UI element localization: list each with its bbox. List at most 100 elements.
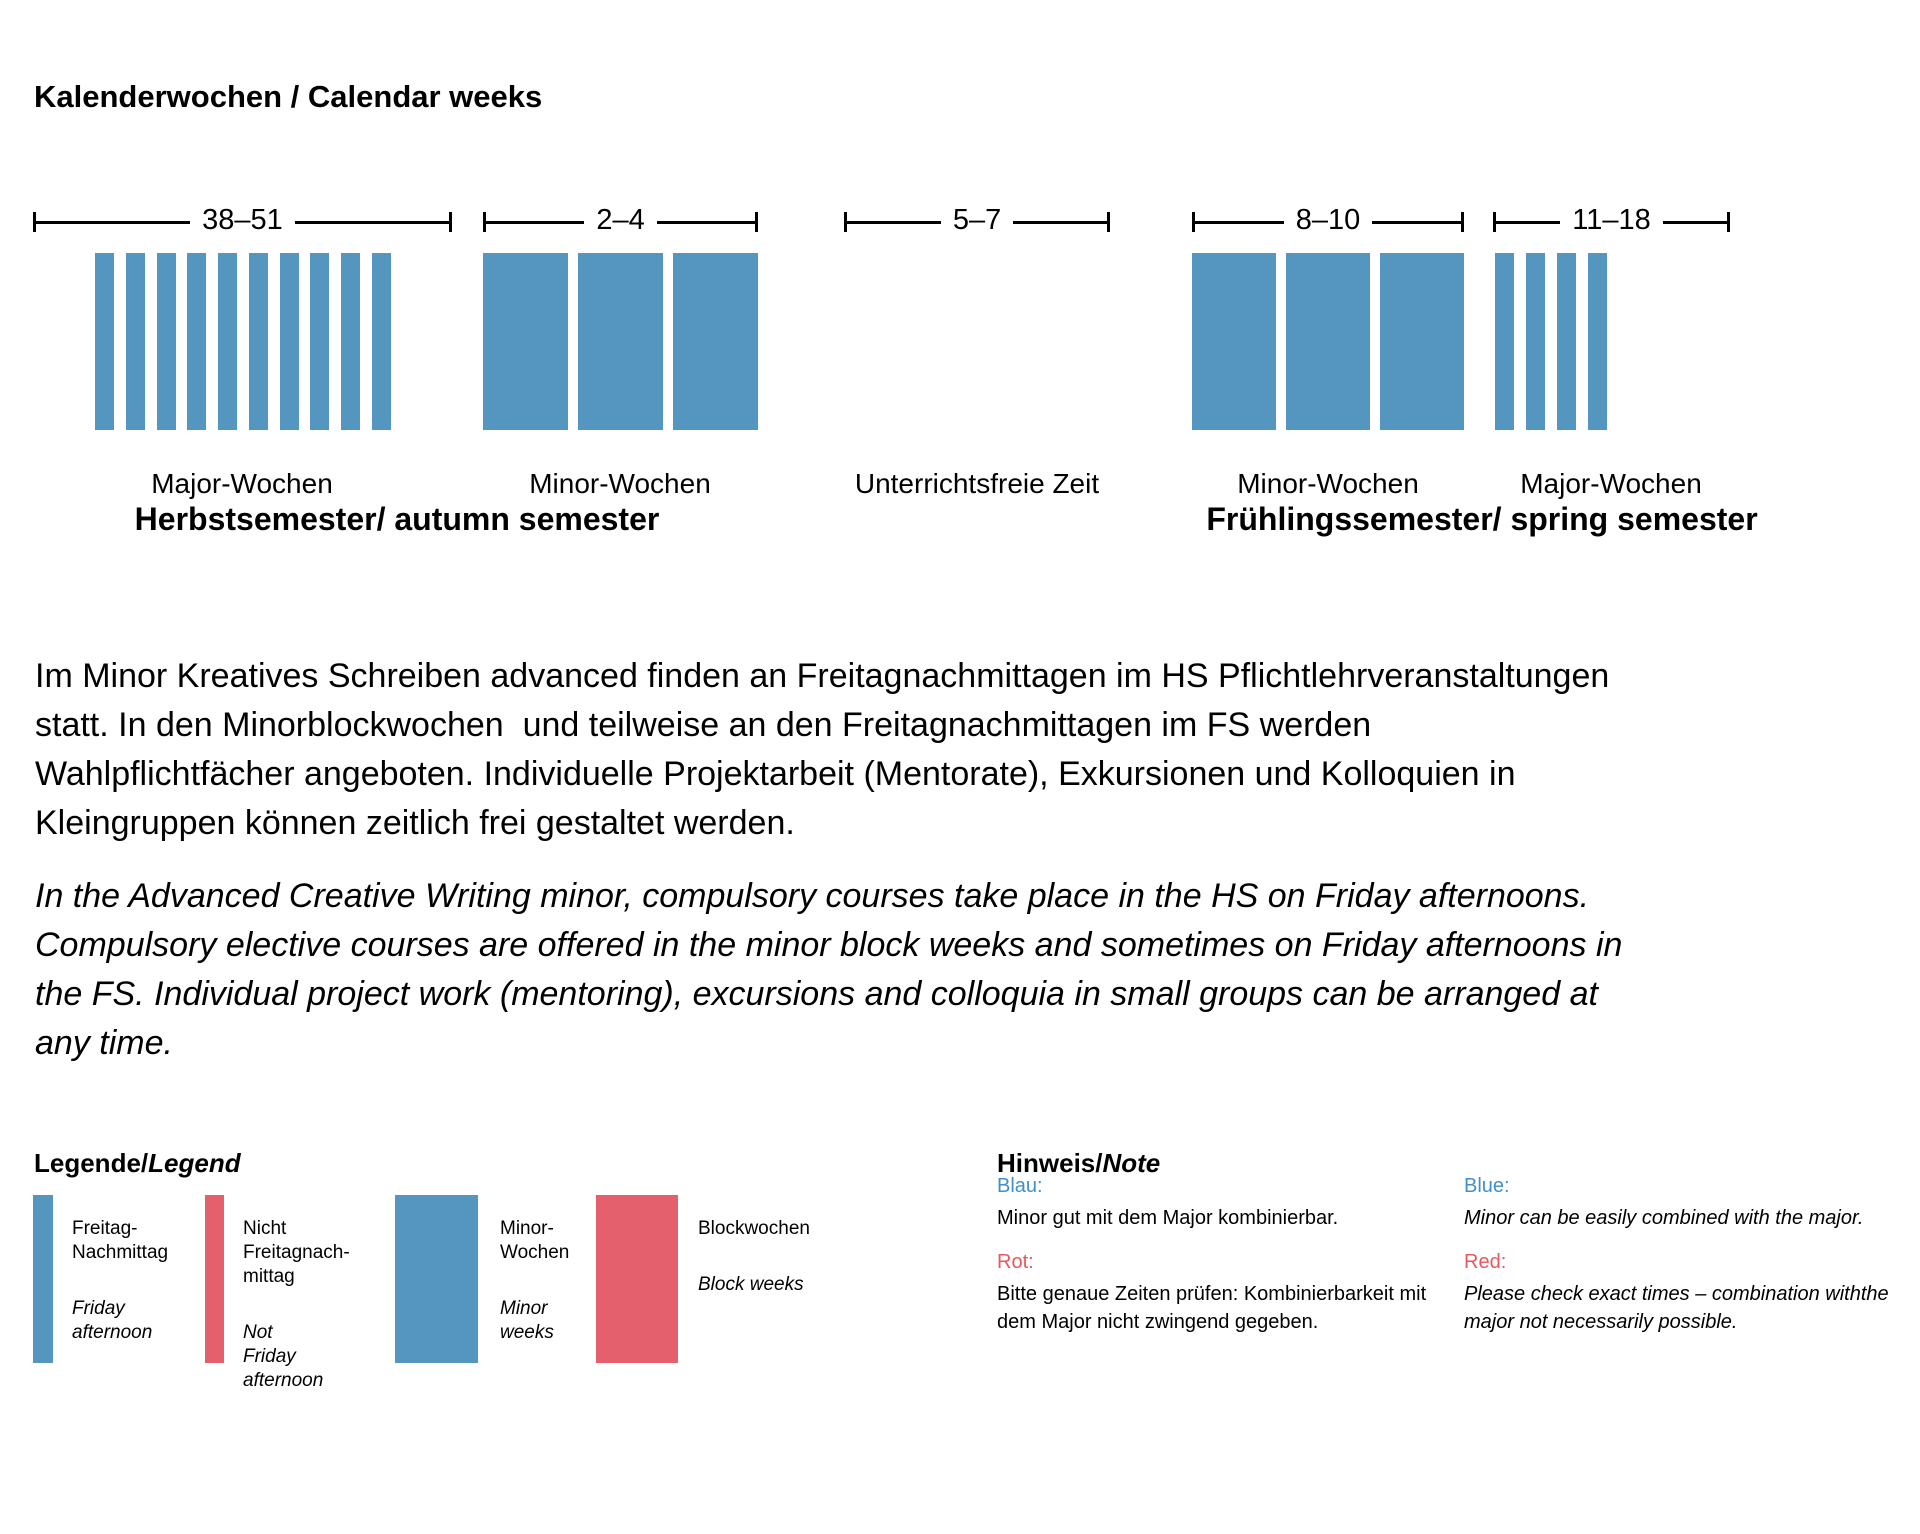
week-bar [310,253,330,430]
group-label-minor-autumn: Minor-Wochen [529,468,711,499]
legend-item-label-en: Not Friday afternoon [243,1322,324,1391]
week-bar [1557,253,1576,430]
bracket-tick-right [1461,212,1465,232]
note-column-german: Blau: Minor gut mit dem Major kombinierb… [997,1174,1457,1354]
bracket-line [1372,220,1462,224]
week-range-label: 38–51 [202,204,283,236]
legend-swatch-minor-weeks [395,1195,478,1363]
week-bar [673,253,758,430]
legend-item-label-de: Freitag- Nachmittag [72,1218,169,1263]
week-bar [1286,253,1370,430]
note-heading: Hinweis/Note [997,1148,1160,1179]
bracket-tick-left [483,212,486,232]
bracket-tick-right [1727,212,1730,232]
week-bar [1380,253,1464,430]
week-bar [218,253,238,430]
range-bracket: 2–4 [483,204,759,237]
week-bar [578,253,663,430]
week-bar [248,253,268,430]
group-label-minor-spring: Minor-Wochen [1237,468,1419,499]
note-heading-german: Hinweis/ [997,1148,1103,1178]
bracket-tick-right [449,212,452,232]
bracket-tick-right [755,212,759,232]
note-red-text-de: Bitte genaue Zeiten prüfen: Kombinierbar… [997,1283,1427,1333]
week-group-5-7: 5–7 [844,204,1111,237]
range-bracket: 38–51 [33,204,452,237]
note-blue-label-en: Blue: [1464,1175,1510,1197]
note-blue-text-de: Minor gut mit dem Major kombinierbar. [997,1207,1339,1229]
legend-item-label-en: Friday afternoon [72,1298,153,1343]
group-label-major-spring: Major-Wochen [1520,468,1702,499]
bracket-tick-left [1493,212,1496,232]
week-bar [187,253,207,430]
week-range-label: 8–10 [1295,204,1361,236]
range-bracket: 8–10 [1192,204,1465,237]
group-label-teaching-free: Unterrichtsfreie Zeit [854,468,1100,499]
bracket-tick-right [1107,212,1111,232]
week-bar [483,253,568,430]
group-label-major-autumn: Major-Wochen [151,468,333,499]
note-blue-label-de: Blau: [997,1175,1043,1197]
range-bracket: 11–18 [1493,204,1730,237]
week-bars-minor-autumn [483,253,758,430]
week-bars-major-spring [1495,253,1607,430]
legend-item-not-friday-afternoon: Nicht Freitagnach- mittag Not Friday aft… [243,1193,413,1417]
week-bar [371,253,391,430]
bracket-line [1662,220,1727,224]
paragraph-german: Im Minor Kreatives Schreiben advanced fi… [35,657,1610,842]
bracket-tick-left [33,212,36,232]
week-bar [156,253,176,430]
week-bar [279,253,299,430]
legend-item-label-de: Nicht Freitagnach- mittag [243,1218,350,1287]
week-group-2-4: 2–4 [483,204,759,430]
legend-item-label-de: Minor- Wochen [500,1218,570,1263]
legend-heading-english: Legend [148,1148,241,1178]
bracket-tick-left [844,212,847,232]
week-group-11-18: 11–18 [1493,204,1730,430]
paragraph-english: In the Advanced Creative Writing minor, … [35,877,1623,1062]
week-range-label: 11–18 [1572,204,1651,236]
week-bar [1588,253,1607,430]
bracket-line [294,220,449,224]
bracket-line [1496,220,1561,224]
bracket-line [1195,220,1284,224]
week-group-38-51: 38–51 [33,204,452,430]
week-bar [125,253,145,430]
semester-title-autumn: Herbstsemester/ autumn semester [134,501,660,537]
legend-swatch-not-friday-afternoon [205,1195,224,1363]
note-heading-english: Note [1102,1148,1161,1178]
week-bar [1495,253,1514,430]
note-red-label-de: Rot: [997,1251,1034,1273]
bracket-line [847,220,941,224]
week-bars-minor-spring [1192,253,1464,430]
note-red-text-en: Please check exact times – combination w… [1464,1283,1889,1333]
bracket-line [36,220,191,224]
bracket-line [656,220,756,224]
week-bar [1526,253,1545,430]
week-bar [1192,253,1276,430]
legend-item-block-weeks: Blockwochen Block weeks [698,1193,868,1321]
note-blue-text-en: Minor can be easily combined with the ma… [1464,1207,1864,1229]
note-red-label-en: Red: [1464,1251,1507,1273]
week-bar [95,253,114,430]
range-bracket: 5–7 [844,204,1111,237]
legend-item-label-en: Minor weeks [500,1298,554,1343]
legend-item-label-en: Block weeks [698,1274,804,1295]
legend-item-label-de: Blockwochen [698,1218,810,1239]
bracket-line [486,220,585,224]
legend-item-minor-weeks: Minor- Wochen Minor weeks [500,1193,670,1369]
bracket-line [1013,220,1108,224]
legend-heading-german: Legende/ [34,1148,149,1178]
legend-swatch-block-weeks [596,1195,678,1363]
week-range-label: 2–4 [596,204,645,236]
bracket-tick-left [1192,212,1195,232]
week-group-8-10: 8–10 [1192,204,1465,430]
note-column-english: Blue: Minor can be easily combined with … [1464,1174,1904,1354]
week-bar [341,253,361,430]
legend-item-friday-afternoon: Freitag- Nachmittag Friday afternoon [72,1193,242,1369]
week-range-label: 5–7 [952,204,1002,236]
legend-heading: Legende/Legend [34,1148,241,1179]
legend-swatch-friday-afternoon [33,1195,53,1363]
page-title: Kalenderwochen / Calendar weeks [34,79,543,114]
